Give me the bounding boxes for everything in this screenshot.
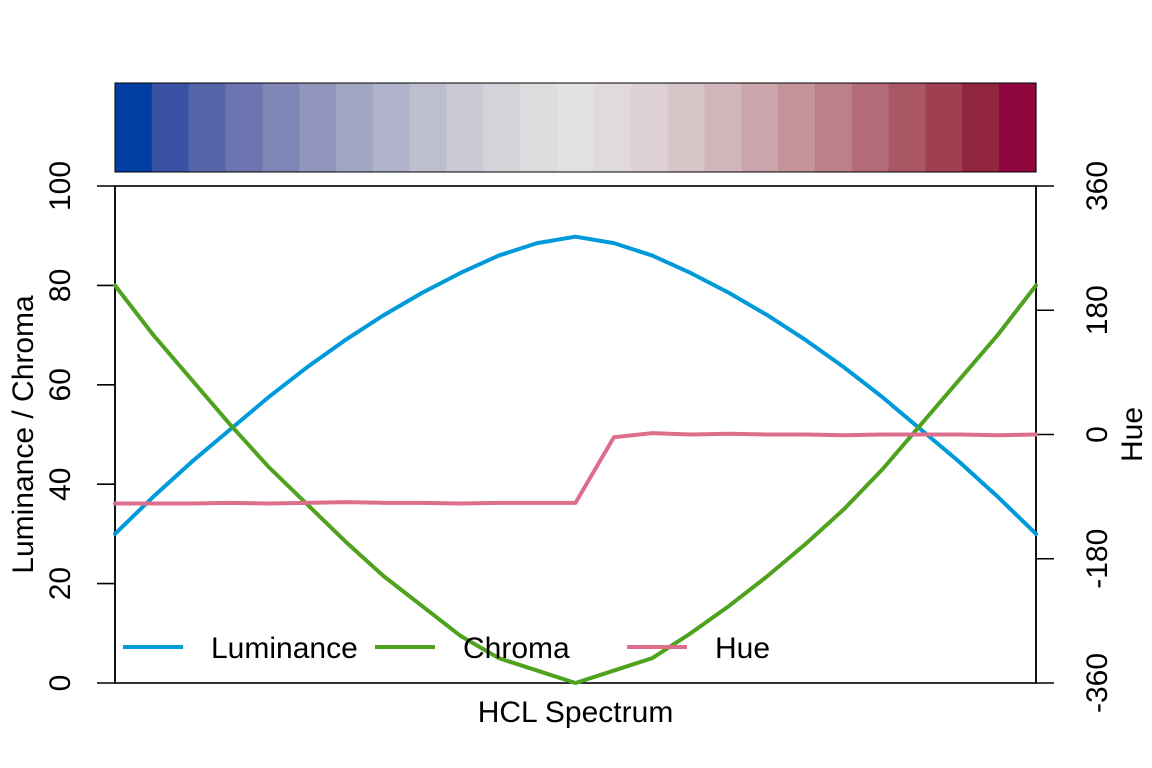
legend-label-luminance: Luminance (211, 632, 358, 665)
legend-label-chroma: Chroma (463, 632, 570, 665)
color-swatch (409, 83, 448, 172)
color-swatch (446, 83, 484, 172)
color-swatch (925, 83, 963, 172)
color-swatch (225, 83, 263, 172)
color-swatch (630, 83, 669, 172)
color-swatch (336, 83, 374, 172)
right-axis-tick-label: -180 (1081, 529, 1114, 589)
color-swatch (962, 83, 1000, 172)
color-swatch-bar (115, 83, 1037, 172)
series-line-chroma (113, 283, 1038, 685)
left-axis-tick-label: 0 (44, 675, 77, 692)
color-swatch (593, 83, 632, 172)
series-line-luminance (113, 234, 1038, 536)
right-y-axis: -360 -180 0 180 360 (1035, 161, 1114, 713)
right-axis-tick-label: 180 (1081, 285, 1114, 335)
legend-label-hue: Hue (715, 632, 770, 665)
right-axis-tick-label: 360 (1081, 161, 1114, 211)
series-line-hue (113, 431, 1038, 506)
legend: Luminance Chroma Hue (123, 632, 770, 665)
color-swatch (262, 83, 300, 172)
left-y-axis-label: Luminance / Chroma (7, 295, 40, 574)
color-swatch (520, 83, 558, 172)
color-swatch (888, 83, 927, 172)
color-swatch (557, 83, 595, 172)
color-swatch (115, 83, 153, 172)
right-y-axis-label: Hue (1116, 407, 1149, 462)
left-axis-tick-label: 40 (44, 468, 77, 501)
color-swatch (851, 83, 890, 172)
left-axis-tick-label: 100 (44, 161, 77, 211)
left-axis-tick-label: 60 (44, 368, 77, 401)
x-axis-label: HCL Spectrum (478, 696, 674, 729)
left-y-axis: 0 20 40 60 80 100 (44, 161, 116, 692)
right-axis-tick-label: -360 (1081, 653, 1114, 713)
swatch-bar-border (114, 82, 1037, 173)
color-swatch (151, 83, 190, 172)
color-swatch (741, 83, 779, 172)
color-swatch (188, 83, 227, 172)
right-axis-tick-label: 0 (1081, 426, 1114, 443)
color-swatch (483, 83, 521, 172)
series-lines (113, 234, 1038, 685)
color-swatch (372, 83, 411, 172)
color-swatch (299, 83, 337, 172)
color-swatch (704, 83, 742, 172)
color-swatch (999, 83, 1037, 172)
left-axis-tick-label: 80 (44, 269, 77, 302)
color-swatch (778, 83, 816, 172)
color-swatch (814, 83, 853, 172)
left-axis-tick-label: 20 (44, 567, 77, 600)
color-swatch (667, 83, 706, 172)
